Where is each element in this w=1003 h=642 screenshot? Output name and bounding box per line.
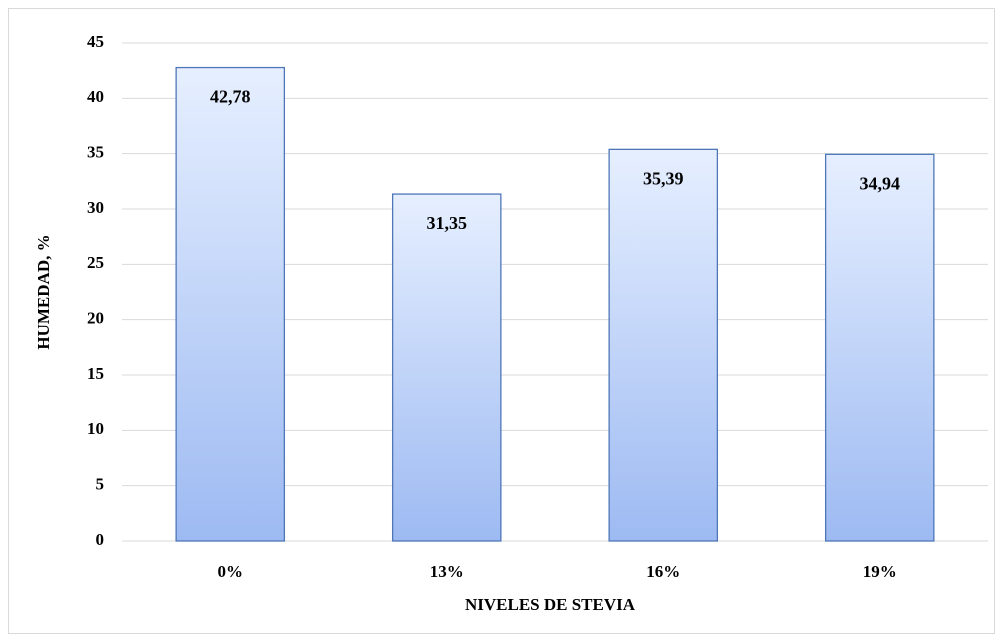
x-tick-label: 16% — [646, 562, 680, 581]
y-tick-label: 10 — [87, 419, 104, 438]
y-tick-label: 45 — [87, 32, 104, 51]
data-label: 34,94 — [860, 173, 901, 193]
y-tick-label: 5 — [96, 475, 105, 494]
x-tick-label: 0% — [218, 562, 244, 581]
bar — [391, 193, 502, 542]
y-tick-label: 20 — [87, 309, 104, 328]
y-tick-label: 15 — [87, 364, 104, 383]
x-tick-label: 13% — [430, 562, 464, 581]
y-tick-label: 35 — [87, 143, 104, 162]
y-axis-title: HUMEDAD, % — [34, 234, 53, 349]
bar — [608, 148, 719, 542]
x-axis-title: NIVELES DE STEVIA — [465, 595, 636, 614]
y-tick-label: 0 — [96, 530, 105, 549]
bar — [824, 153, 935, 542]
y-tick-label: 30 — [87, 198, 104, 217]
data-label: 35,39 — [643, 168, 684, 188]
data-label: 31,35 — [427, 213, 468, 233]
y-tick-label: 25 — [87, 253, 104, 272]
x-tick-label: 19% — [863, 562, 897, 581]
bar — [175, 66, 286, 542]
data-label: 42,78 — [210, 87, 251, 107]
y-tick-label: 40 — [87, 87, 104, 106]
